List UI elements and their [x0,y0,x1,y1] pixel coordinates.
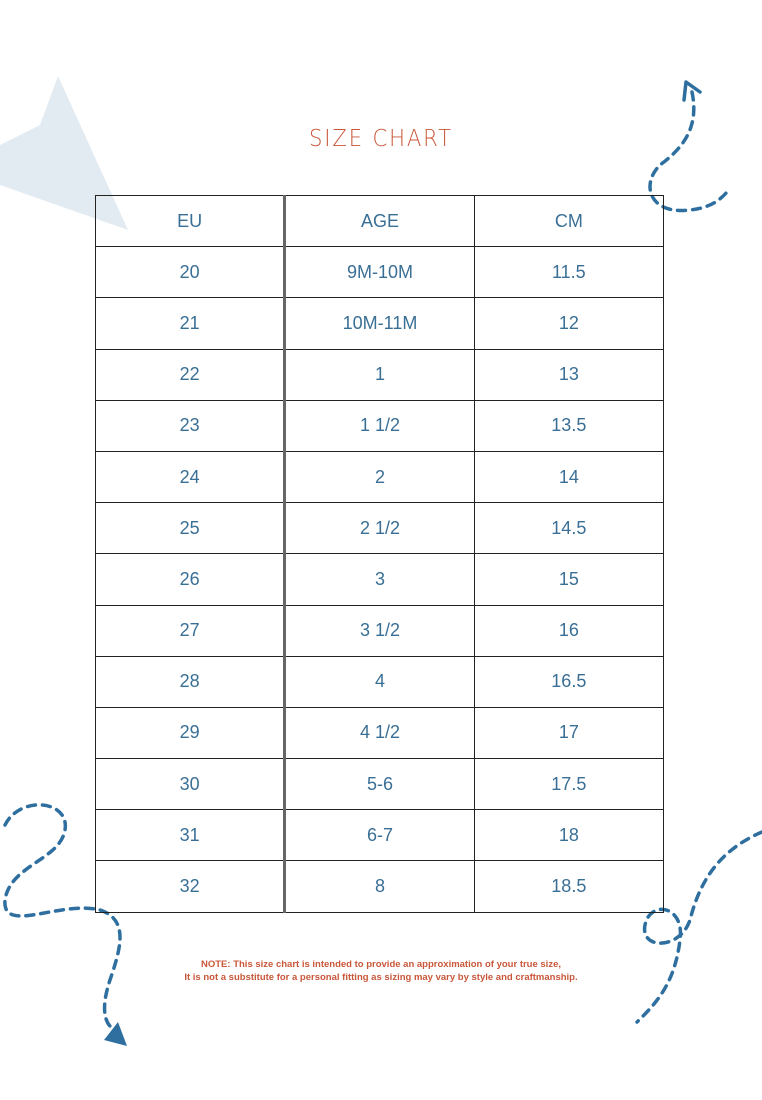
table-cell: 27 [94,604,286,657]
table-row: 27 3 1/2 16 [94,604,665,657]
table-cell: 16.5 [473,655,665,708]
table-cell: 30 [94,758,286,811]
table-cell: 13.5 [473,399,665,452]
table-cell: 16 [473,604,665,657]
table-cell: AGE [283,194,475,248]
note-line-2: It is not a substitute for a personal fi… [184,972,578,983]
note-line-1: NOTE: This size chart is intended to pro… [201,959,561,970]
table-row: 26 3 15 [94,553,665,606]
table-cell: 18.5 [473,860,665,913]
table-row: 21 10M-11M 12 [94,297,665,350]
table-cell: 8 [283,860,475,913]
table-row: 32 8 18.5 [94,860,665,913]
arrow-head-bottom-icon [104,1022,127,1046]
table-cell: 25 [94,502,286,555]
table-cell: 15 [473,553,665,606]
table-row: 20 9M-10M 11.5 [94,246,665,299]
table-cell: 11.5 [473,246,665,299]
table-cell: 6-7 [283,809,475,862]
table-cell: 26 [94,553,286,606]
table-cell: CM [473,194,665,248]
dashed-arrow-bottom-left [3,803,122,1032]
disclaimer-note: NOTE: This size chart is intended to pro… [0,958,762,984]
table-cell: 1 1/2 [283,399,475,452]
table-cell: 14 [473,450,665,504]
table-cell: 32 [94,860,286,913]
table-cell: 12 [473,297,665,350]
table-row: 24 2 14 [94,450,665,504]
star-shape-decoration [0,76,128,230]
table-cell: 2 1/2 [283,502,475,555]
table-cell: 17.5 [473,758,665,811]
dashed-arrow-top-right [648,90,729,213]
table-header-row: EU AGE CM [94,194,665,248]
table-cell: 18 [473,809,665,862]
table-cell: 4 1/2 [283,706,475,760]
table-cell: 1 [283,348,475,401]
table-cell: 20 [94,246,286,299]
table-cell: 28 [94,655,286,708]
table-cell: 24 [94,450,286,504]
table-cell: 2 [283,450,475,504]
table-cell: 29 [94,706,286,760]
table-row: 29 4 1/2 17 [94,706,665,760]
table-cell: 3 1/2 [283,604,475,657]
table-cell: 21 [94,297,286,350]
table-cell: 17 [473,706,665,760]
table-cell: EU [94,194,286,248]
table-cell: 5-6 [283,758,475,811]
table-cell: 31 [94,809,286,862]
page-title: SIZE CHART [309,126,453,152]
dashed-loop-bottom-right [635,830,762,1024]
table-row: 25 2 1/2 14.5 [94,502,665,555]
table-cell: 23 [94,399,286,452]
table-cell: 10M-11M [283,297,475,350]
table-row: 28 4 16.5 [94,655,665,708]
table-row: 23 1 1/2 13.5 [94,399,665,452]
table-row: 30 5-6 17.5 [94,758,665,811]
table-cell: 9M-10M [283,246,475,299]
table-cell: 4 [283,655,475,708]
size-chart-table: EU AGE CM 20 9M-10M 11.5 21 10M-11M 12 22 1 13 23 1 1… [94,194,665,913]
table-cell: 22 [94,348,286,401]
table-cell: 3 [283,553,475,606]
table-row: 31 6-7 18 [94,809,665,862]
table-cell: 13 [473,348,665,401]
table-row: 22 1 13 [94,348,665,401]
arrow-head-top-icon [682,80,702,102]
table-cell: 14.5 [473,502,665,555]
